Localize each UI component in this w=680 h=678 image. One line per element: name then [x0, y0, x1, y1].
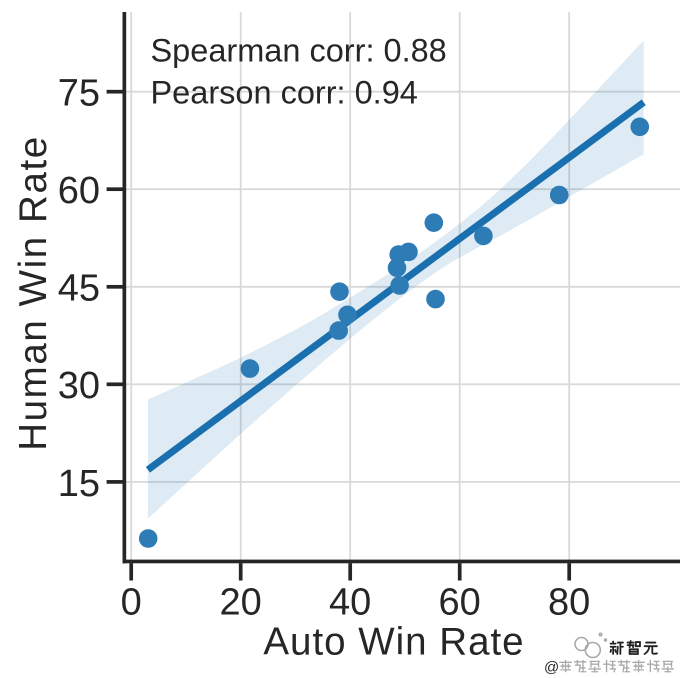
- svg-text:Spearman corr: 0.88: Spearman corr: 0.88: [151, 33, 447, 69]
- svg-text:75: 75: [58, 73, 100, 115]
- svg-text:30: 30: [58, 365, 100, 407]
- svg-text:40: 40: [329, 582, 371, 624]
- svg-text:45: 45: [58, 268, 100, 310]
- svg-text:80: 80: [548, 582, 590, 624]
- svg-text:Auto Win Rate: Auto Win Rate: [263, 621, 524, 664]
- svg-text:0: 0: [121, 582, 142, 624]
- svg-text:20: 20: [220, 582, 262, 624]
- svg-text:@: @: [544, 659, 559, 676]
- svg-text:Human Win Rate: Human Win Rate: [12, 135, 55, 451]
- svg-text:15: 15: [58, 463, 100, 505]
- svg-text:60: 60: [439, 582, 481, 624]
- svg-text:Pearson corr: 0.94: Pearson corr: 0.94: [151, 75, 418, 111]
- svg-text:60: 60: [58, 170, 100, 212]
